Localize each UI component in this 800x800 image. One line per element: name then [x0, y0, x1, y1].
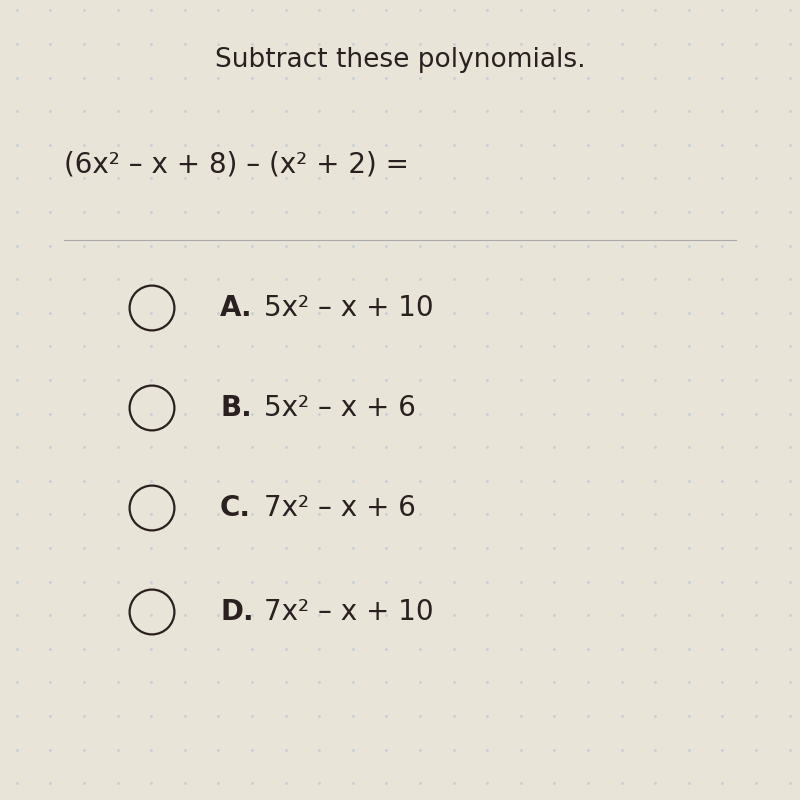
Text: Subtract these polynomials.: Subtract these polynomials. [214, 47, 586, 73]
Text: B.: B. [220, 394, 252, 422]
Text: 7x² – x + 10: 7x² – x + 10 [264, 598, 434, 626]
Text: C.: C. [220, 494, 251, 522]
Text: 5x² – x + 10: 5x² – x + 10 [264, 294, 434, 322]
Text: 5x² – x + 6: 5x² – x + 6 [264, 394, 416, 422]
Text: (6x² – x + 8) – (x² + 2) =: (6x² – x + 8) – (x² + 2) = [64, 150, 409, 178]
Text: 7x² – x + 6: 7x² – x + 6 [264, 494, 416, 522]
Text: A.: A. [220, 294, 253, 322]
Text: D.: D. [220, 598, 254, 626]
